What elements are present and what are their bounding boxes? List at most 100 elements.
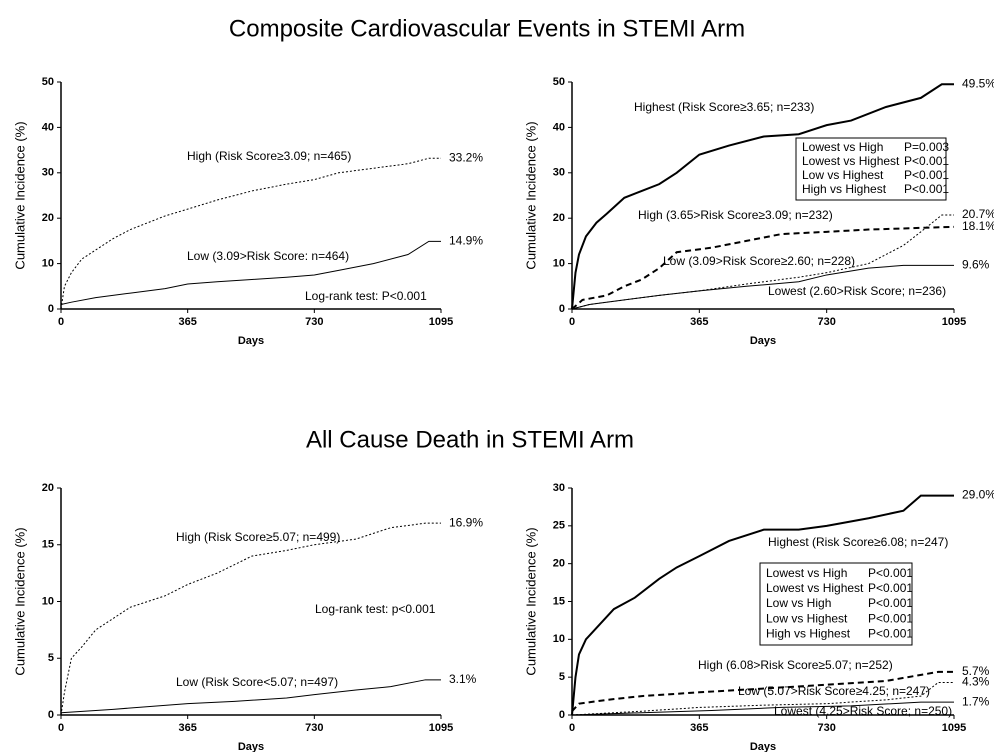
y-axis-title: Cumulative Incidence (%) [12,121,27,269]
heading: All Cause Death in STEMI Arm [306,426,634,453]
y-tick-label: 15 [42,539,54,551]
value-label: 18.1% [962,219,994,233]
series-label: Lowest (4.25>Risk Score; n=250) [774,704,952,718]
value-label: 5.7% [962,664,990,678]
x-axis-title: Days [750,335,776,347]
y-tick-label: 20 [553,212,565,224]
series-line [571,225,955,310]
value-label: 3.1% [449,672,477,686]
x-tick-label: 365 [690,316,708,328]
y-tick-label: 20 [553,558,565,570]
y-tick-label: 30 [553,167,565,179]
value-label: 4.3% [962,675,990,689]
comparison-name: High vs Highest [766,627,851,641]
series-line [571,83,954,310]
y-axis-title: Cumulative Incidence (%) [12,527,27,675]
x-tick-label: 730 [305,722,323,734]
comparison-p: P=0.003 [904,140,949,154]
x-axis-title: Days [750,741,776,752]
y-tick-label: 50 [553,76,565,88]
comparison-name: Low vs Highest [766,611,848,625]
comparison-box [759,562,913,646]
x-tick-label: 365 [690,722,708,734]
comparison-p: P<0.001 [868,611,913,625]
comparison-box [795,137,947,201]
y-tick-label: 10 [42,595,54,607]
x-axis-title: Days [238,741,264,752]
value-label: 16.9% [449,515,483,529]
y-tick-label: 30 [42,167,54,179]
series-label: Highest (Risk Score≥6.08; n=247) [768,535,948,549]
series-line [60,157,441,310]
series-line [571,264,954,310]
value-label: 33.2% [449,150,483,164]
value-label: 20.7% [962,207,994,221]
series-line [571,670,954,712]
series-label: Low (Risk Score<5.07; n=497) [176,675,338,689]
x-tick-label: 730 [817,316,835,328]
y-tick-label: 40 [553,121,565,133]
comparison-p: P<0.001 [904,154,949,168]
y-axis-title: Cumulative Incidence (%) [523,121,538,269]
x-tick-label: 1095 [942,722,966,734]
comparison-name: Lowest vs High [766,566,847,580]
y-tick-label: 5 [559,671,565,683]
comparison-p: P<0.001 [868,566,913,580]
y-tick-label: 0 [559,709,565,721]
series-label: Low (3.09>Risk Score: n=464) [187,249,349,263]
x-tick-label: 1095 [429,722,453,734]
series-line [60,240,441,305]
x-tick-label: 0 [58,316,64,328]
series-line [60,522,441,716]
y-tick-label: 25 [553,520,565,532]
value-label: 1.7% [962,694,990,708]
series-label: High (Risk Score≥5.07; n=499) [176,530,340,544]
x-tick-label: 0 [569,722,575,734]
y-tick-label: 10 [42,258,54,270]
y-tick-label: 15 [553,595,565,607]
annotation: Log-rank test: P<0.001 [305,289,427,303]
x-tick-label: 365 [178,316,196,328]
comparison-name: High vs Highest [802,182,887,196]
y-tick-label: 40 [42,121,54,133]
comparison-p: P<0.001 [868,627,913,641]
y-tick-label: 10 [553,633,565,645]
comparison-p: P<0.001 [904,182,949,196]
value-label: 14.9% [449,234,483,248]
series-line [60,679,441,714]
comparison-name: Lowest vs Highest [766,581,864,595]
series-label: High (6.08>Risk Score≥5.07; n=252) [698,658,893,672]
y-tick-label: 0 [48,709,54,721]
comparison-p: P<0.001 [904,168,949,182]
x-tick-label: 1095 [942,316,966,328]
series-label: Low (5.07>Risk Score≥4.25; n=247) [738,684,930,698]
series-line [571,701,954,716]
comparison-p: P<0.001 [868,581,913,595]
y-tick-label: 5 [48,652,54,664]
x-tick-label: 365 [178,722,196,734]
y-tick-label: 50 [42,76,54,88]
x-tick-label: 1095 [429,316,453,328]
x-tick-label: 0 [569,316,575,328]
x-tick-label: 730 [305,316,323,328]
series-label: Highest (Risk Score≥3.65; n=233) [634,100,814,114]
comparison-p: P<0.001 [868,596,913,610]
value-label: 29.0% [962,488,994,502]
x-axis-title: Days [238,335,264,347]
series-label: Low (3.09>Risk Score≥2.60; n=228) [663,254,855,268]
y-tick-label: 0 [48,303,54,315]
comparison-name: Low vs Highest [802,168,884,182]
comparison-name: Lowest vs High [802,140,883,154]
heading: Composite Cardiovascular Events in STEMI… [229,15,745,42]
y-tick-label: 20 [42,212,54,224]
y-tick-label: 20 [42,482,54,494]
series-label: High (3.65>Risk Score≥3.09; n=232) [638,208,833,222]
y-tick-label: 10 [553,258,565,270]
series-line [571,494,954,716]
series-label: High (Risk Score≥3.09; n=465) [187,149,351,163]
y-axis-title: Cumulative Incidence (%) [523,527,538,675]
series-label: Lowest (2.60>Risk Score; n=236) [768,284,946,298]
x-tick-label: 730 [817,722,835,734]
y-tick-label: 0 [559,303,565,315]
